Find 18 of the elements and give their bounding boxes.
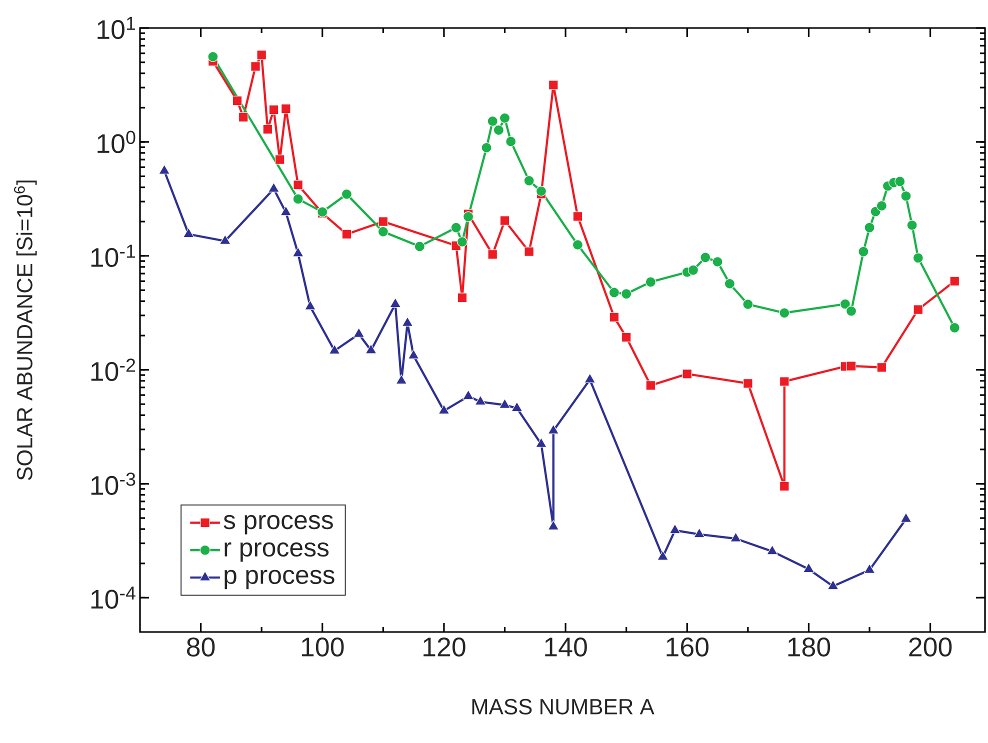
x-tick-label: 180 [788,638,830,657]
y-tick-label: 10$^{-3}$ [91,472,136,495]
x-tick-label: 120 [424,638,466,657]
y-tick-label: 10$^{-1}$ [91,244,136,267]
y-tick-label: 10$^{0}$ [98,130,136,154]
x-tick-label: 140 [545,638,587,657]
x-tick-label: 100 [302,638,344,657]
y-tick-label: 10$^{-4}$ [91,586,136,609]
y-tick-label: 10$^{-2}$ [91,358,136,382]
legend-label: p process [224,570,334,590]
y-axis-title: SOLAR ABUNDANCE [Si=10$^{6}$] [14,180,37,480]
x-tick-label: 80 [187,638,215,657]
y-tick-label: 10$^{1}$ [98,16,136,40]
legend-label: s process [224,515,333,534]
x-tick-label: 160 [666,638,709,657]
x-tick-label: 200 [909,638,952,657]
x-axis-title: MASS NUMBER A [472,698,654,714]
legend-label: r process [224,542,329,562]
